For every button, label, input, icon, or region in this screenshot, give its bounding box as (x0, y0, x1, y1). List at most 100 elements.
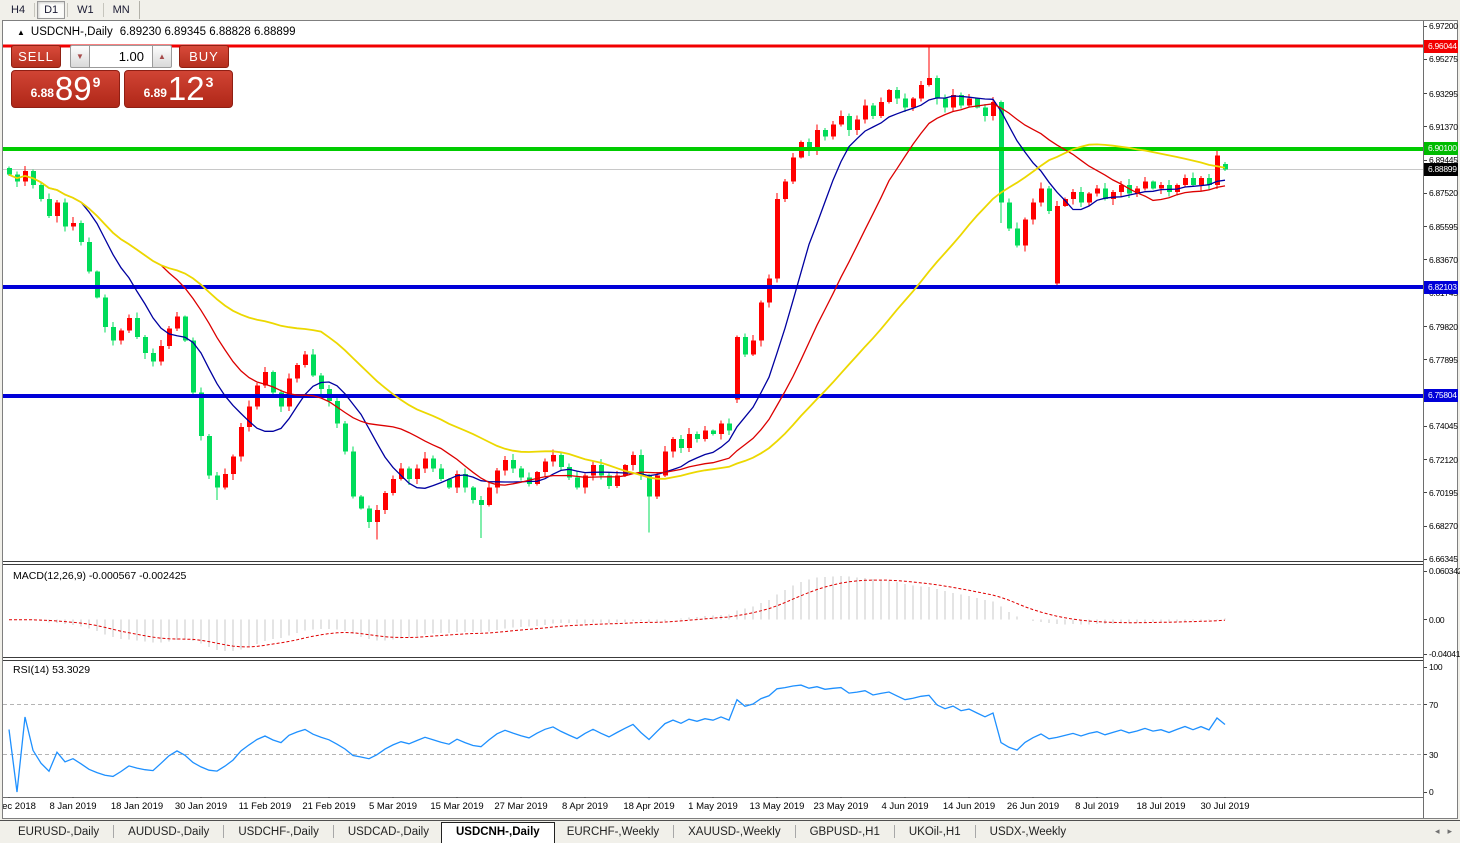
rsi-line (8, 684, 1226, 793)
timeframe-button-mn[interactable]: MN (112, 4, 130, 16)
price-chart-canvas[interactable] (3, 21, 1423, 818)
sell-price-prefix: 6.88 (30, 86, 54, 100)
tab-divider (673, 825, 675, 838)
date-tick-label: 13 May 2019 (749, 801, 805, 812)
price-badge: 6.90100 (1424, 142, 1458, 156)
sell-price-big: 89 (54, 70, 92, 107)
chart-tab-xauusd[interactable]: XAUUSD-,Weekly (688, 826, 781, 838)
date-tick-label: 14 Jun 2019 (942, 801, 996, 812)
chart-tab-gbpusd[interactable]: GBPUSD-,H1 (809, 826, 880, 838)
sell-price-pip: 9 (92, 74, 101, 90)
chart-tab-eurchf[interactable]: EURCHF-,Weekly (566, 826, 660, 838)
price-scale-label: 6.95275 (1429, 54, 1458, 65)
buy-price-box[interactable]: 6.89 12 3 (124, 70, 233, 108)
tab-divider (974, 825, 976, 838)
timeframe-button-h4[interactable]: H4 (11, 4, 26, 16)
rsi-pane (3, 684, 1423, 793)
price-scale-label: 6.89445 (1429, 155, 1458, 166)
moving-average-line (8, 95, 1226, 489)
timeframe-button-d1[interactable]: D1 (37, 1, 66, 19)
moving-average-line (8, 103, 1226, 486)
chart-title: ▲ USDCNH-,Daily 6.89230 6.89345 6.88828 … (17, 25, 296, 39)
price-scale-label: 6.91370 (1429, 121, 1458, 132)
price-scale-label: 6.66345 (1429, 554, 1458, 565)
macd-indicator-label: MACD(12,26,9) -0.000567 -0.002425 (13, 570, 187, 582)
date-tick-label: 8 Jan 2019 (49, 801, 97, 812)
pane-separator[interactable] (3, 657, 1423, 661)
date-tick-label: 30 Jan 2019 (174, 801, 228, 812)
date-tick-label: 27 Mar 2019 (494, 801, 548, 812)
moving-average-line (8, 143, 1226, 480)
scale-tick (1424, 259, 1427, 261)
sell-price-box[interactable]: 6.88 89 9 (11, 70, 120, 108)
scale-tick (1424, 93, 1427, 95)
price-scale-label: 6.87520 (1429, 188, 1458, 199)
tab-divider (332, 825, 334, 838)
chart-title-ohlc: 6.89230 6.89345 6.88828 6.88899 (119, 26, 296, 38)
scale-tick (1424, 653, 1427, 655)
one-click-trade-panel: SELL ▼ ▲ BUY 6.88 89 9 6.89 12 3 (11, 45, 233, 108)
scale-tick (1424, 754, 1427, 755)
scale-tick (1424, 126, 1427, 128)
volume-decrease-button[interactable]: ▼ (70, 45, 90, 68)
rsi-scale-label: 30 (1429, 749, 1438, 760)
timeframe-button-w1[interactable]: W1 (77, 4, 94, 16)
chart-tab-ukoil[interactable]: UKOil-,H1 (908, 826, 961, 838)
sell-button[interactable]: SELL (11, 45, 61, 68)
price-badge: 6.88899 (1424, 163, 1458, 177)
date-tick-label: 21 Feb 2019 (302, 801, 356, 812)
scale-tick (1424, 459, 1427, 461)
date-axis[interactable]: 27 Dec 2018 8 Jan 2019 18 Jan 2019 30 Jan 2… (3, 798, 1423, 818)
chart-tab-audusd[interactable]: AUDUSD-,Daily (128, 826, 210, 838)
arrow-down-icon: ▼ (76, 52, 84, 61)
pane-separator[interactable] (3, 561, 1423, 565)
scale-tick (1424, 558, 1427, 560)
date-tick-label: 26 Jun 2019 (1006, 801, 1060, 812)
scale-tick (1424, 791, 1427, 793)
price-scale-label: 6.97200 (1429, 21, 1458, 31)
scale-tick (1424, 192, 1427, 194)
buy-button[interactable]: BUY (179, 45, 229, 68)
tab-scroll-left-icon[interactable]: ◂ (1434, 826, 1440, 836)
date-tick-label: 4 Jun 2019 (881, 801, 929, 812)
price-badge: 6.75804 (1424, 389, 1458, 403)
macd-scale-label: 0.060342 (1429, 566, 1460, 576)
chart-tab-usdchf[interactable]: USDCHF-,Daily (238, 826, 319, 838)
scale-tick (1424, 704, 1427, 705)
chart-tab-usdx[interactable]: USDX-,Weekly (989, 826, 1067, 838)
rsi-scale-label: 0 (1429, 787, 1434, 797)
scale-tick (1424, 25, 1427, 27)
date-tick-label: 18 Apr 2019 (623, 801, 675, 812)
price-scale-label: 6.83670 (1429, 254, 1458, 265)
price-scale-label: 6.70195 (1429, 487, 1458, 498)
scale-tick (1424, 425, 1427, 427)
price-scale-label: 6.85595 (1429, 221, 1458, 232)
price-pane (3, 44, 1423, 540)
tab-divider (223, 825, 225, 838)
chart-tab-usdcnh[interactable]: USDCNH-,Daily (440, 822, 555, 843)
price-badge: 6.96044 (1424, 39, 1458, 53)
scale-tick (1424, 492, 1427, 494)
tab-divider (794, 825, 796, 838)
toolbar-separator (67, 3, 69, 17)
buy-price-prefix: 6.89 (143, 86, 167, 100)
chart-window: ▲ USDCNH-,Daily 6.89230 6.89345 6.88828 … (2, 20, 1460, 819)
tab-scroll-right-icon[interactable]: ▸ (1447, 826, 1452, 836)
chart-tab-eurusd[interactable]: EURUSD-,Daily (18, 826, 100, 838)
price-scale[interactable]: 6.97200 6.95275 6.93295 6.91370 6.89445 6.875… (1423, 21, 1460, 818)
date-tick-label: 11 Feb 2019 (238, 801, 292, 812)
buy-price-pip: 3 (205, 74, 214, 90)
price-badge: 6.82103 (1424, 280, 1458, 294)
scale-tick (1424, 570, 1427, 572)
date-tick-label: 8 Apr 2019 (562, 801, 608, 812)
collapse-triangle-icon[interactable]: ▲ (17, 27, 25, 37)
scale-tick (1424, 619, 1427, 621)
macd-signal-line (8, 579, 1226, 648)
volume-increase-button[interactable]: ▲ (152, 45, 172, 68)
scale-tick (1424, 525, 1427, 527)
chart-tab-usdcad[interactable]: USDCAD-,Daily (347, 826, 429, 838)
volume-input[interactable] (90, 45, 152, 68)
buy-price-big: 12 (167, 70, 205, 107)
rsi-scale-label: 100 (1429, 662, 1443, 672)
rsi-scale-label: 70 (1429, 699, 1438, 710)
